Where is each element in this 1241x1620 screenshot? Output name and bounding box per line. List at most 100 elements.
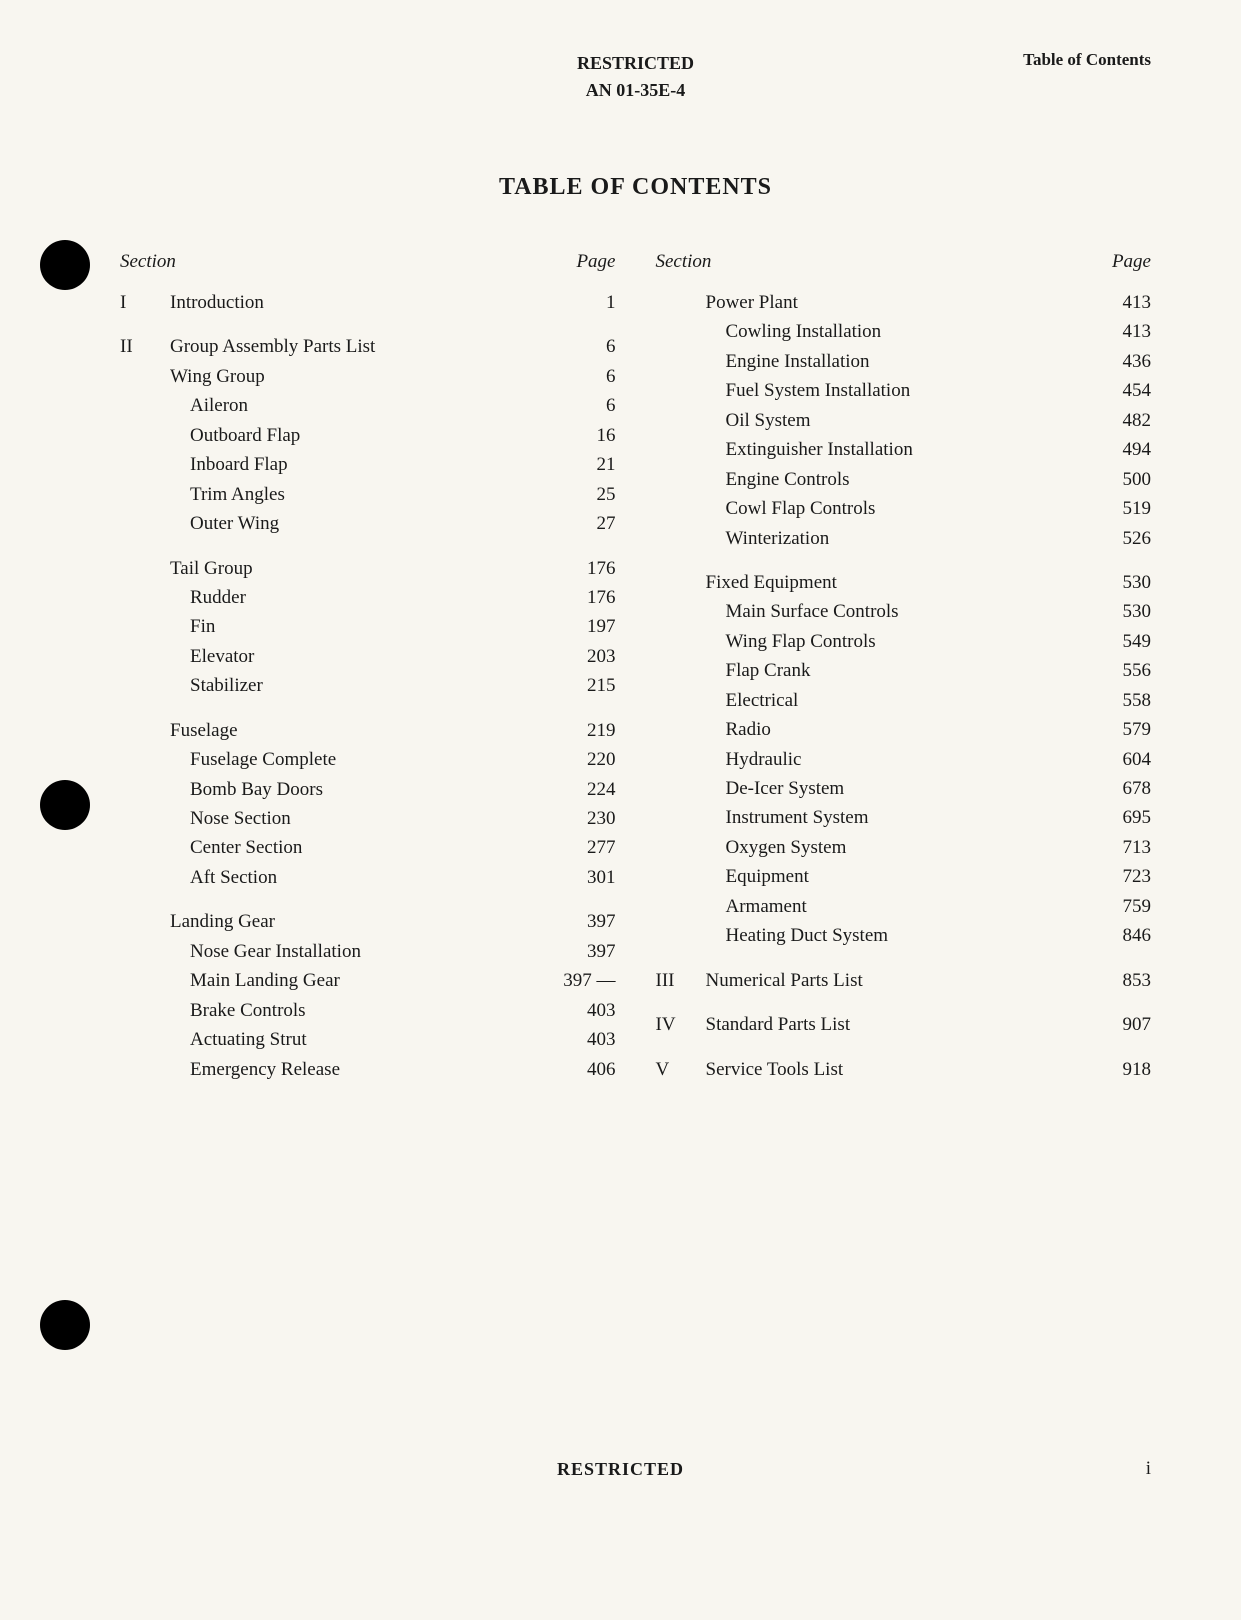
toc-page: 301 xyxy=(546,863,616,892)
toc-section-number xyxy=(120,509,170,538)
toc-entry: Equipment723 xyxy=(656,862,1152,891)
toc-page: 215 xyxy=(546,671,616,700)
toc-label: Main Landing Gear xyxy=(170,966,546,995)
toc-entry: Trim Angles25 xyxy=(120,480,616,509)
toc-label: Landing Gear xyxy=(170,907,546,936)
toc-label: Introduction xyxy=(170,288,546,317)
toc-entry: Aileron6 xyxy=(120,391,616,420)
toc-label: Electrical xyxy=(706,686,1082,715)
toc-section-number xyxy=(120,554,170,583)
toc-section-number xyxy=(656,347,706,376)
toc-label: Elevator xyxy=(170,642,546,671)
column-header: Section Page xyxy=(120,251,616,273)
toc-section-number xyxy=(656,921,706,950)
toc-entry: Actuating Strut403 xyxy=(120,1025,616,1054)
toc-section-number: IV xyxy=(656,1010,706,1039)
toc-section-number: II xyxy=(120,332,170,361)
footer-classification: RESTRICTED xyxy=(0,1459,1241,1480)
toc-label: Outboard Flap xyxy=(170,421,546,450)
toc-page: 224 xyxy=(546,775,616,804)
toc-label: Radio xyxy=(706,715,1082,744)
toc-section-number xyxy=(656,627,706,656)
classification-top: RESTRICTED xyxy=(464,50,808,77)
toc-entry: Engine Installation436 xyxy=(656,347,1152,376)
toc-page: 6 xyxy=(546,391,616,420)
toc-entry: Emergency Release406 xyxy=(120,1055,616,1084)
toc-entry: Nose Gear Installation397 xyxy=(120,937,616,966)
toc-page: 406 xyxy=(546,1055,616,1084)
toc-section-number xyxy=(656,892,706,921)
toc-section-number xyxy=(656,568,706,597)
toc-page: 230 xyxy=(546,804,616,833)
toc-page: 549 xyxy=(1081,627,1151,656)
toc-page: 918 xyxy=(1081,1055,1151,1084)
toc-page: 197 xyxy=(546,612,616,641)
toc-section-number xyxy=(656,686,706,715)
toc-page: 397 — xyxy=(546,966,616,995)
toc-page: 397 xyxy=(546,937,616,966)
toc-page: 556 xyxy=(1081,656,1151,685)
toc-label: Nose Section xyxy=(170,804,546,833)
toc-label: Trim Angles xyxy=(170,480,546,509)
toc-entry: Inboard Flap21 xyxy=(120,450,616,479)
toc-page: 176 xyxy=(546,583,616,612)
toc-entry: Nose Section230 xyxy=(120,804,616,833)
toc-entry: Fin197 xyxy=(120,612,616,641)
toc-label: Power Plant xyxy=(706,288,1082,317)
toc-section-number xyxy=(120,362,170,391)
header-center: RESTRICTED AN 01-35E-4 xyxy=(464,50,808,104)
toc-entry: Oxygen System713 xyxy=(656,833,1152,862)
toc-section-number xyxy=(120,1055,170,1084)
toc-page: 713 xyxy=(1081,833,1151,862)
toc-section-number xyxy=(656,833,706,862)
toc-section-number xyxy=(656,656,706,685)
toc-page: 558 xyxy=(1081,686,1151,715)
toc-section-number xyxy=(656,376,706,405)
toc-page: 454 xyxy=(1081,376,1151,405)
punch-hole xyxy=(40,780,90,830)
toc-entry: Landing Gear397 xyxy=(120,907,616,936)
toc-page: 530 xyxy=(1081,597,1151,626)
toc-section-number xyxy=(656,524,706,553)
toc-entry: Main Surface Controls530 xyxy=(656,597,1152,626)
toc-page: 25 xyxy=(546,480,616,509)
toc-label: Center Section xyxy=(170,833,546,862)
toc-entry: Elevator203 xyxy=(120,642,616,671)
toc-section-number xyxy=(120,612,170,641)
toc-entry: Heating Duct System846 xyxy=(656,921,1152,950)
toc-page: 846 xyxy=(1081,921,1151,950)
toc-section-number xyxy=(120,1025,170,1054)
toc-page: 277 xyxy=(546,833,616,862)
toc-label: Brake Controls xyxy=(170,996,546,1025)
page-header: Page xyxy=(1112,251,1151,273)
toc-label: Nose Gear Installation xyxy=(170,937,546,966)
toc-page: 695 xyxy=(1081,803,1151,832)
toc-label: Emergency Release xyxy=(170,1055,546,1084)
toc-entry: Wing Group6 xyxy=(120,362,616,391)
toc-label: Equipment xyxy=(706,862,1082,891)
toc-entry: Main Landing Gear397 — xyxy=(120,966,616,995)
toc-label: Cowl Flap Controls xyxy=(706,494,1082,523)
toc-page: 853 xyxy=(1081,966,1151,995)
toc-page: 219 xyxy=(546,716,616,745)
toc-page: 500 xyxy=(1081,465,1151,494)
toc-entry: Fixed Equipment530 xyxy=(656,568,1152,597)
toc-section-number xyxy=(656,465,706,494)
toc-label: Aft Section xyxy=(170,863,546,892)
toc-page: 176 xyxy=(546,554,616,583)
toc-page: 1 xyxy=(546,288,616,317)
column-header: Section Page xyxy=(656,251,1152,273)
toc-label: Instrument System xyxy=(706,803,1082,832)
toc-section-number xyxy=(120,937,170,966)
toc-label: Winterization xyxy=(706,524,1082,553)
toc-page: 413 xyxy=(1081,288,1151,317)
toc-label: Stabilizer xyxy=(170,671,546,700)
toc-entry: Fuselage219 xyxy=(120,716,616,745)
toc-label: Tail Group xyxy=(170,554,546,583)
toc-page: 27 xyxy=(546,509,616,538)
toc-page: 21 xyxy=(546,450,616,479)
toc-label: De-Icer System xyxy=(706,774,1082,803)
toc-label: Standard Parts List xyxy=(706,1010,1082,1039)
toc-label: Oil System xyxy=(706,406,1082,435)
toc-label: Fuel System Installation xyxy=(706,376,1082,405)
